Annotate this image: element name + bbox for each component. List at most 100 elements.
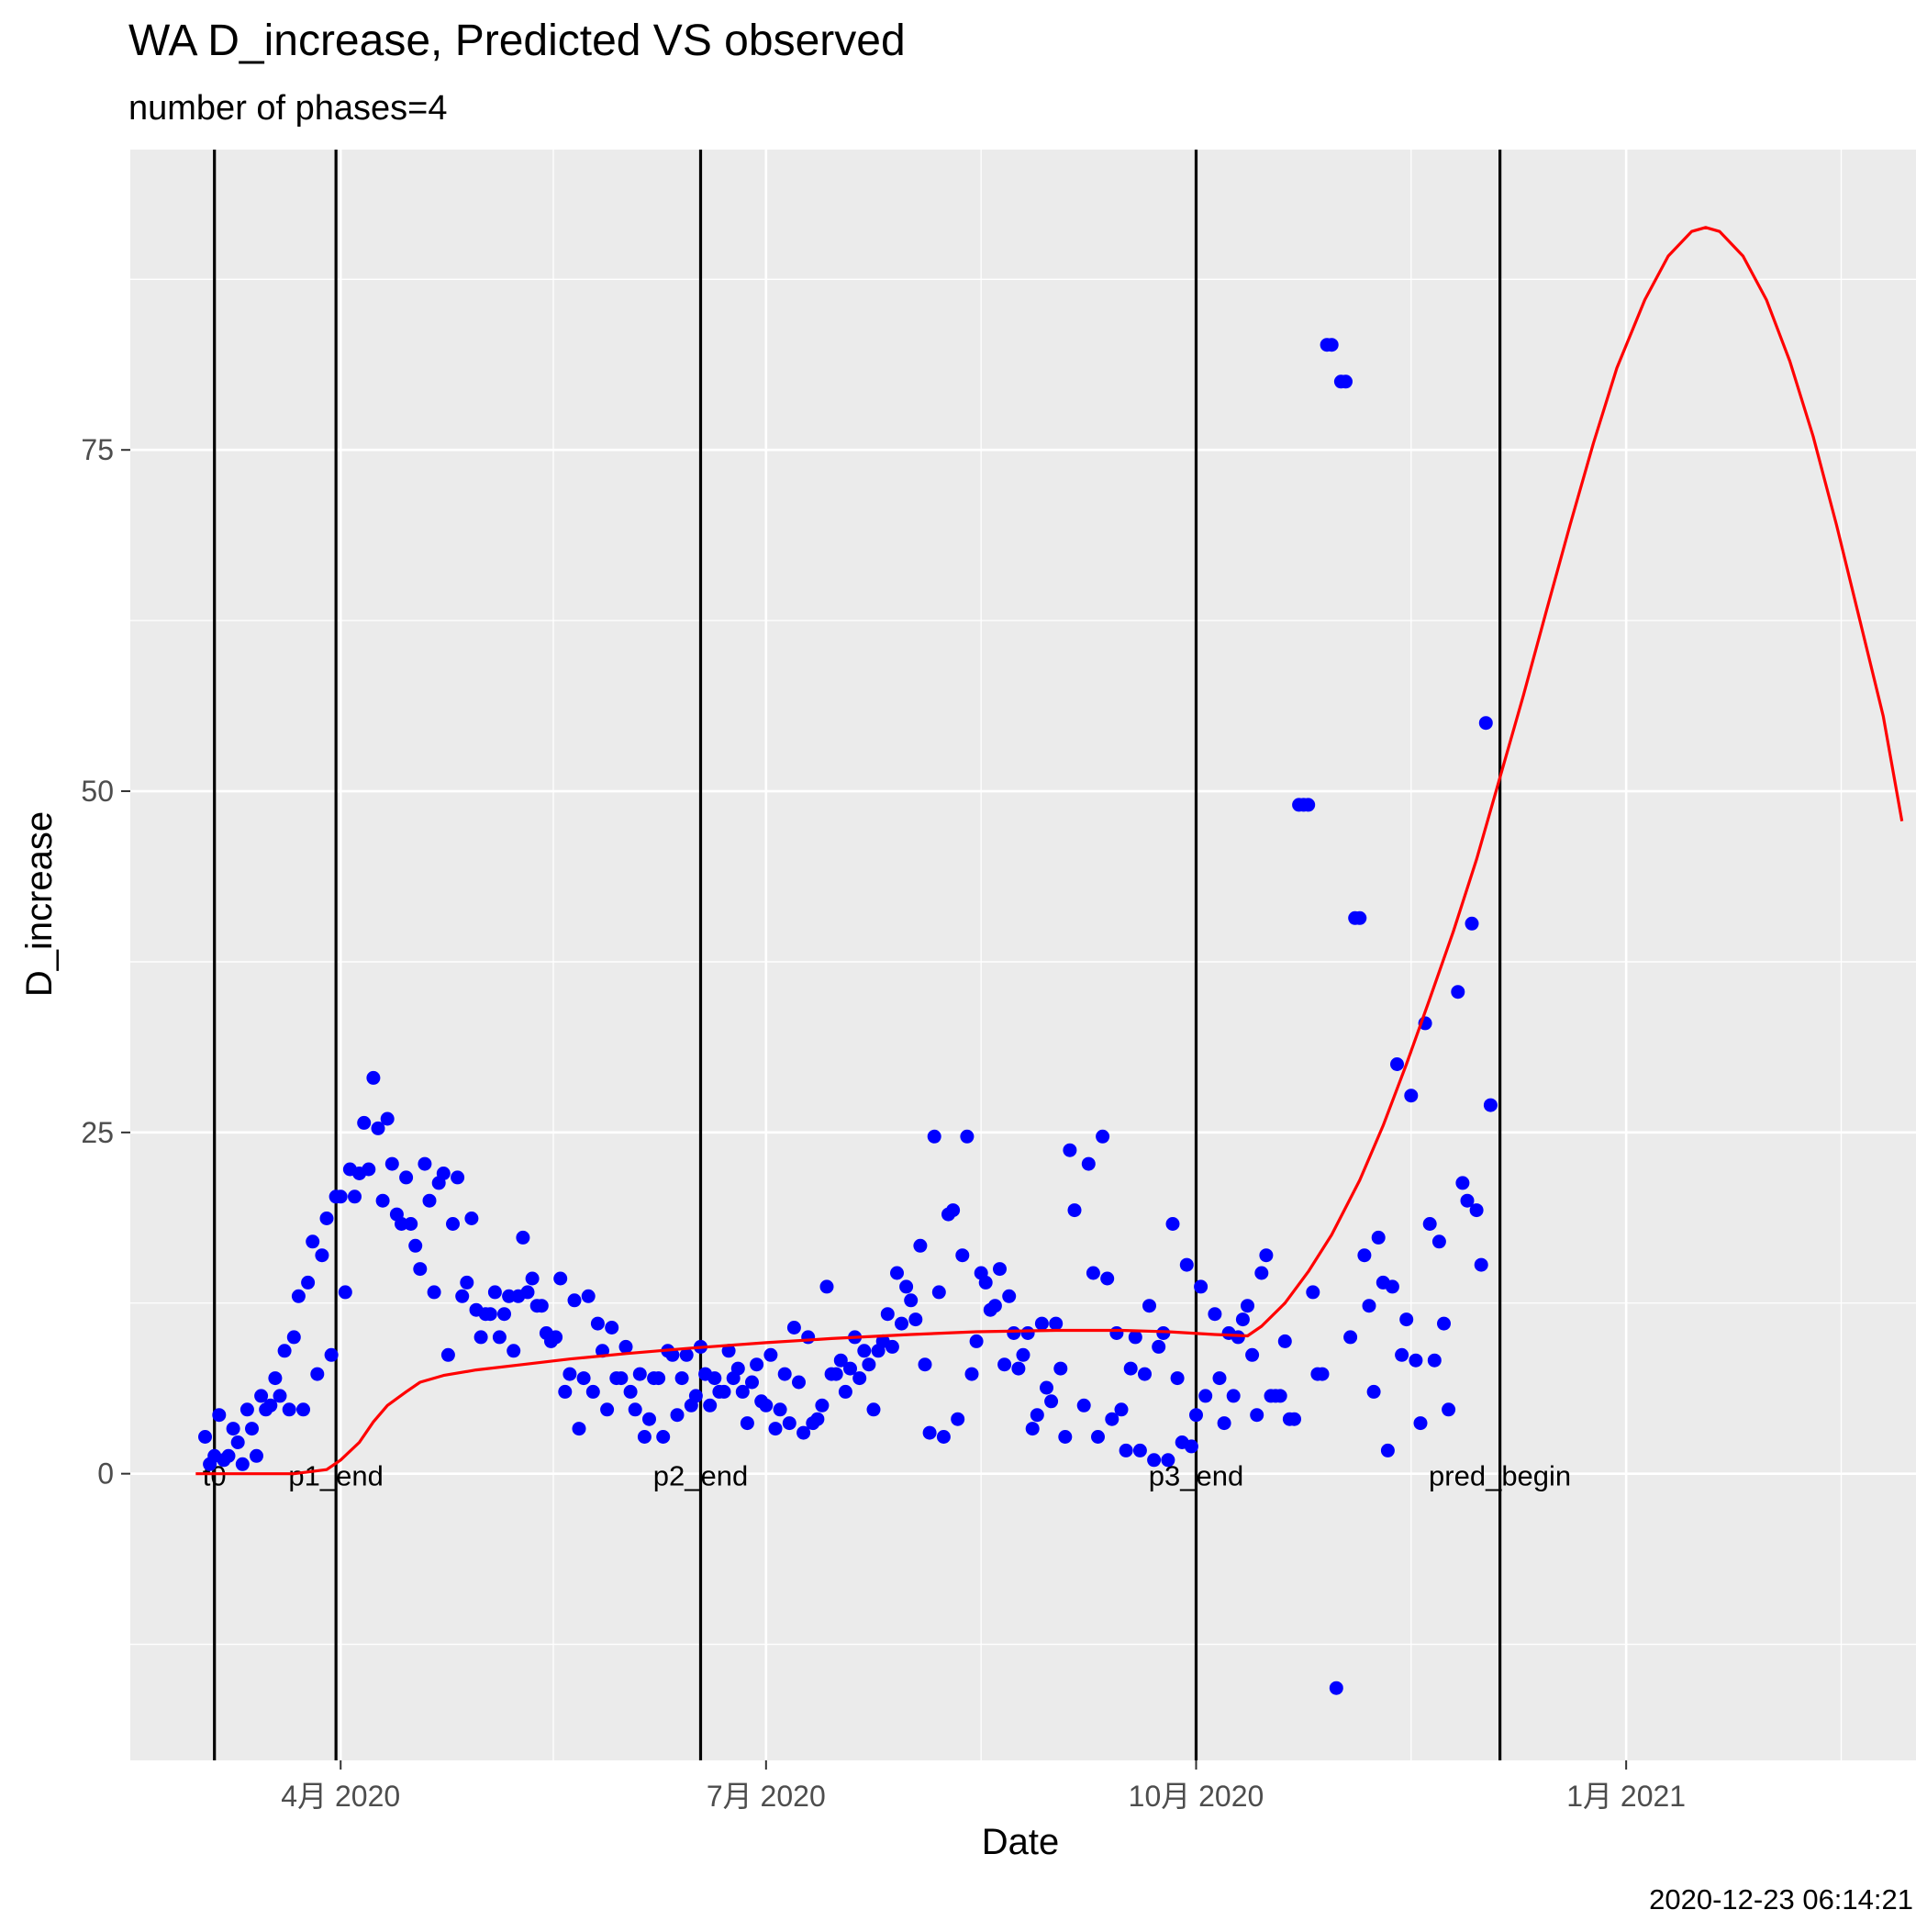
data-point <box>955 1248 970 1263</box>
data-point <box>408 1238 423 1253</box>
data-point <box>1016 1347 1030 1362</box>
data-point <box>451 1170 465 1185</box>
data-point <box>549 1330 563 1345</box>
data-point <box>1231 1330 1245 1345</box>
y-axis-ticks: 0 25 50 75 <box>81 433 130 1491</box>
data-point <box>833 1353 848 1368</box>
data-point <box>1390 1057 1404 1071</box>
data-point <box>1189 1408 1203 1423</box>
phase-line-label: pred_begin <box>1429 1460 1571 1492</box>
data-point <box>436 1167 451 1180</box>
data-point <box>375 1193 390 1208</box>
data-point <box>296 1402 310 1417</box>
data-point <box>964 1367 979 1381</box>
data-point <box>978 1275 993 1290</box>
data-point <box>230 1435 245 1449</box>
data-point <box>348 1189 362 1204</box>
data-point <box>913 1238 928 1253</box>
data-point <box>404 1217 418 1231</box>
data-point <box>254 1389 269 1403</box>
data-point <box>384 1156 399 1171</box>
data-point <box>268 1371 283 1386</box>
data-point <box>1329 1681 1343 1695</box>
data-point <box>1105 1412 1119 1426</box>
x-tick-label: 1月 2021 <box>1566 1780 1686 1813</box>
data-point <box>918 1357 932 1372</box>
data-point <box>679 1347 694 1362</box>
data-point <box>927 1129 941 1144</box>
data-point <box>1138 1367 1152 1381</box>
data-point <box>717 1384 731 1399</box>
data-point <box>665 1347 680 1362</box>
data-point <box>819 1279 834 1294</box>
data-point <box>880 1307 895 1322</box>
data-point <box>483 1307 497 1322</box>
data-point <box>885 1339 899 1354</box>
data-point <box>1287 1412 1301 1426</box>
data-point <box>768 1422 783 1436</box>
data-point <box>960 1129 975 1144</box>
data-point <box>904 1293 919 1308</box>
chart-title: WA D_increase, Predicted VS observed <box>128 17 906 65</box>
data-point <box>792 1375 806 1390</box>
data-point <box>1128 1330 1142 1345</box>
data-point <box>1165 1217 1180 1231</box>
data-point <box>993 1262 1007 1277</box>
data-point <box>1091 1430 1105 1444</box>
data-point <box>239 1402 254 1417</box>
data-point <box>572 1422 586 1436</box>
data-point <box>1455 1176 1470 1190</box>
data-point <box>1114 1402 1129 1417</box>
data-point <box>1431 1234 1446 1249</box>
data-point <box>534 1299 549 1313</box>
data-point <box>1152 1339 1166 1354</box>
data-point <box>750 1357 764 1372</box>
data-point <box>525 1271 540 1286</box>
data-point <box>866 1402 881 1417</box>
data-point <box>922 1425 937 1440</box>
data-point <box>1161 1453 1175 1468</box>
data-point <box>951 1412 965 1426</box>
data-point <box>656 1430 671 1444</box>
data-point <box>310 1367 325 1381</box>
data-point <box>1235 1312 1250 1327</box>
data-point <box>786 1321 801 1335</box>
data-point <box>1053 1361 1068 1376</box>
data-point <box>1081 1156 1096 1171</box>
data-point <box>987 1299 1002 1313</box>
data-point <box>1357 1248 1372 1263</box>
data-point <box>306 1234 320 1249</box>
x-tick-label: 7月 2020 <box>707 1780 826 1813</box>
data-point <box>1306 1285 1320 1300</box>
data-point <box>721 1344 736 1358</box>
data-point <box>487 1285 502 1300</box>
data-point <box>1245 1347 1260 1362</box>
chart-subtitle: number of phases=4 <box>128 89 448 128</box>
data-point <box>810 1412 825 1426</box>
data-point <box>674 1371 689 1386</box>
data-point <box>1413 1416 1428 1431</box>
data-point <box>735 1384 750 1399</box>
data-point <box>1058 1430 1073 1444</box>
data-point <box>399 1170 414 1185</box>
data-point <box>286 1330 301 1345</box>
data-point <box>969 1334 984 1348</box>
data-point <box>703 1398 718 1413</box>
data-point <box>590 1316 605 1331</box>
data-point <box>745 1375 759 1390</box>
data-point <box>1198 1389 1213 1403</box>
data-point <box>1460 1193 1475 1208</box>
data-point <box>1011 1361 1026 1376</box>
data-point <box>1142 1299 1156 1313</box>
data-point <box>707 1371 722 1386</box>
data-point <box>1442 1402 1456 1417</box>
data-point <box>277 1344 292 1358</box>
data-point <box>1156 1326 1171 1340</box>
data-point <box>315 1248 329 1263</box>
data-point <box>614 1371 629 1386</box>
data-point <box>899 1279 914 1294</box>
data-point <box>623 1384 638 1399</box>
data-point <box>946 1203 961 1218</box>
data-point <box>652 1371 666 1386</box>
